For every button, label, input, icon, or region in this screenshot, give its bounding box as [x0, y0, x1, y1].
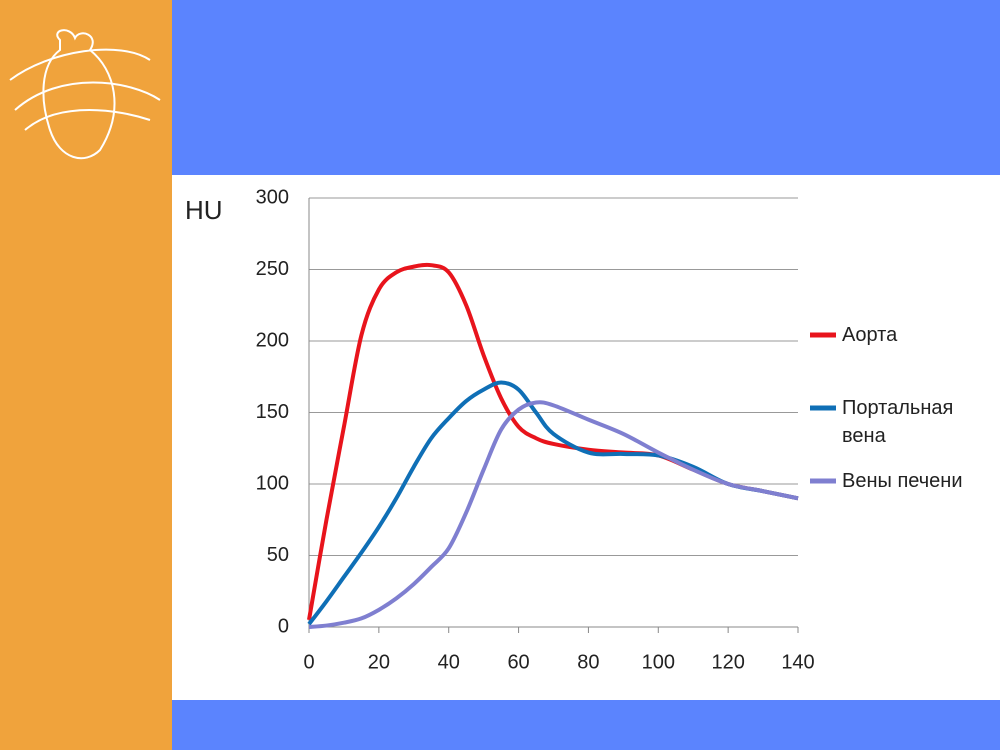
x-tick-label: 120 — [711, 651, 744, 673]
legend-label: Аорта — [842, 324, 898, 346]
legend-label: Портальная вена — [842, 397, 954, 447]
header-band — [172, 0, 1000, 175]
y-tick-label: 250 — [256, 258, 289, 280]
x-tick-label: 20 — [368, 651, 390, 673]
y-tick-label: 150 — [256, 401, 289, 423]
x-tick-label: 140 — [781, 651, 814, 673]
y-axis-title: HU — [185, 195, 223, 225]
y-tick-label: 100 — [256, 472, 289, 494]
x-tick-label: 40 — [438, 651, 460, 673]
x-tick-label: 80 — [577, 651, 599, 673]
x-tick-label: 100 — [642, 651, 675, 673]
y-tick-label: 300 — [256, 186, 289, 208]
x-tick-label: 60 — [507, 651, 529, 673]
x-tick-label: 0 — [303, 651, 314, 673]
y-tick-label: 200 — [256, 329, 289, 351]
side-panel — [0, 0, 172, 750]
series-line — [308, 400, 799, 629]
y-tick-label: 50 — [267, 544, 289, 566]
logo — [9, 29, 161, 160]
legend-label: Вены печени — [842, 470, 963, 492]
footer-band — [172, 700, 1000, 750]
y-tick-label: 0 — [278, 615, 289, 637]
